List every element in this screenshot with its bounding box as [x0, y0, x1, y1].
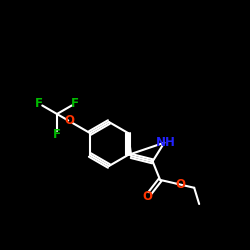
Text: O: O [142, 190, 152, 203]
Text: NH: NH [156, 136, 176, 149]
Text: F: F [35, 97, 43, 110]
Text: O: O [176, 178, 186, 191]
Text: F: F [71, 97, 79, 110]
Text: O: O [64, 114, 74, 128]
Text: F: F [53, 128, 61, 141]
